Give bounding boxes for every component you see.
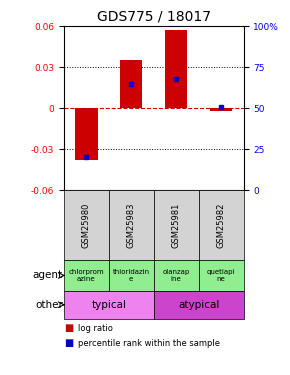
Text: ■: ■ bbox=[64, 323, 73, 333]
Bar bbox=[154, 291, 244, 319]
Bar bbox=[64, 260, 109, 291]
Bar bbox=[199, 190, 244, 260]
Bar bbox=[64, 291, 154, 319]
Bar bbox=[154, 260, 199, 291]
Bar bbox=[109, 190, 154, 260]
Text: GSM25981: GSM25981 bbox=[172, 202, 181, 248]
Bar bbox=[199, 260, 244, 291]
Text: agent: agent bbox=[33, 270, 63, 280]
Bar bbox=[75, 108, 97, 160]
Text: quetiapi
ne: quetiapi ne bbox=[207, 269, 235, 282]
Text: other: other bbox=[35, 300, 63, 310]
Text: GSM25980: GSM25980 bbox=[82, 202, 91, 248]
Text: thioridazin
e: thioridazin e bbox=[113, 269, 150, 282]
Bar bbox=[109, 260, 154, 291]
Text: typical: typical bbox=[91, 300, 126, 310]
Text: GSM25982: GSM25982 bbox=[217, 202, 226, 248]
Text: atypical: atypical bbox=[178, 300, 219, 310]
Text: olanzap
ine: olanzap ine bbox=[163, 269, 190, 282]
Text: chlorprom
azine: chlorprom azine bbox=[68, 269, 104, 282]
Bar bbox=[165, 30, 187, 108]
Bar bbox=[64, 190, 109, 260]
Bar bbox=[120, 60, 142, 108]
Text: percentile rank within the sample: percentile rank within the sample bbox=[78, 339, 220, 348]
Bar bbox=[210, 108, 232, 111]
Text: GSM25983: GSM25983 bbox=[127, 202, 136, 248]
Text: log ratio: log ratio bbox=[78, 324, 113, 333]
Text: ■: ■ bbox=[64, 338, 73, 348]
Title: GDS775 / 18017: GDS775 / 18017 bbox=[97, 10, 211, 24]
Bar bbox=[154, 190, 199, 260]
